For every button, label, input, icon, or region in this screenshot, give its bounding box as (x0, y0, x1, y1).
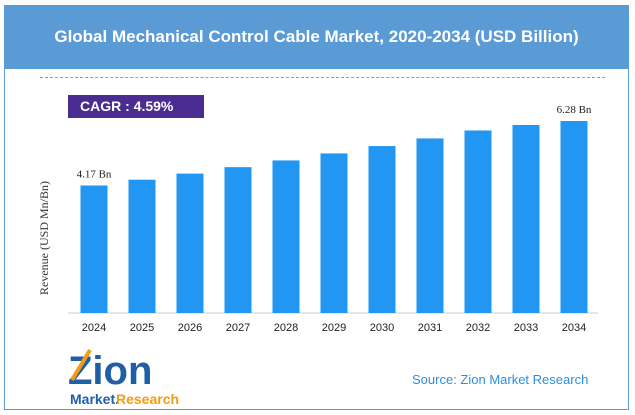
zion-logo: Zion Market. Research (68, 348, 179, 407)
bar-2029 (320, 153, 348, 313)
svg-text:Zion: Zion (68, 349, 152, 393)
x-tick-label: 2025 (130, 322, 154, 334)
bar-2034 (560, 121, 588, 313)
x-tick-label: 2032 (466, 322, 490, 334)
svg-text:Market.: Market. (70, 391, 119, 407)
x-tick-label: 2031 (418, 322, 442, 334)
bar-2026 (176, 173, 204, 313)
x-tick-label: 2028 (274, 322, 298, 334)
bar-2024 (80, 185, 108, 313)
x-tick-label: 2033 (514, 322, 538, 334)
svg-text:Research: Research (116, 391, 179, 407)
bar-2032 (464, 130, 492, 313)
data-label: 4.17 Bn (77, 169, 112, 181)
data-label: 6.28 Bn (557, 104, 592, 116)
source-text: Source: Zion Market Research (412, 372, 589, 387)
bar-2031 (416, 138, 444, 313)
bar-2033 (512, 124, 540, 314)
cagr-badge: CAGR : 4.59% (68, 95, 204, 118)
x-tick-label: 2034 (562, 322, 586, 334)
bar-2030 (368, 146, 396, 313)
x-tick-label: 2024 (82, 322, 106, 334)
chart-title: Global Mechanical Control Cable Market, … (4, 5, 629, 69)
x-tick-label: 2026 (178, 322, 202, 334)
x-tick-label: 2029 (322, 322, 346, 334)
divider (40, 77, 605, 78)
x-tick-label: 2027 (226, 322, 250, 334)
bar-2028 (272, 160, 300, 313)
bar-2025 (128, 179, 156, 313)
x-tick-label: 2030 (370, 322, 394, 334)
bar-2027 (224, 167, 252, 313)
y-axis-label: Revenue (USD Mn/Bn) (37, 181, 51, 295)
